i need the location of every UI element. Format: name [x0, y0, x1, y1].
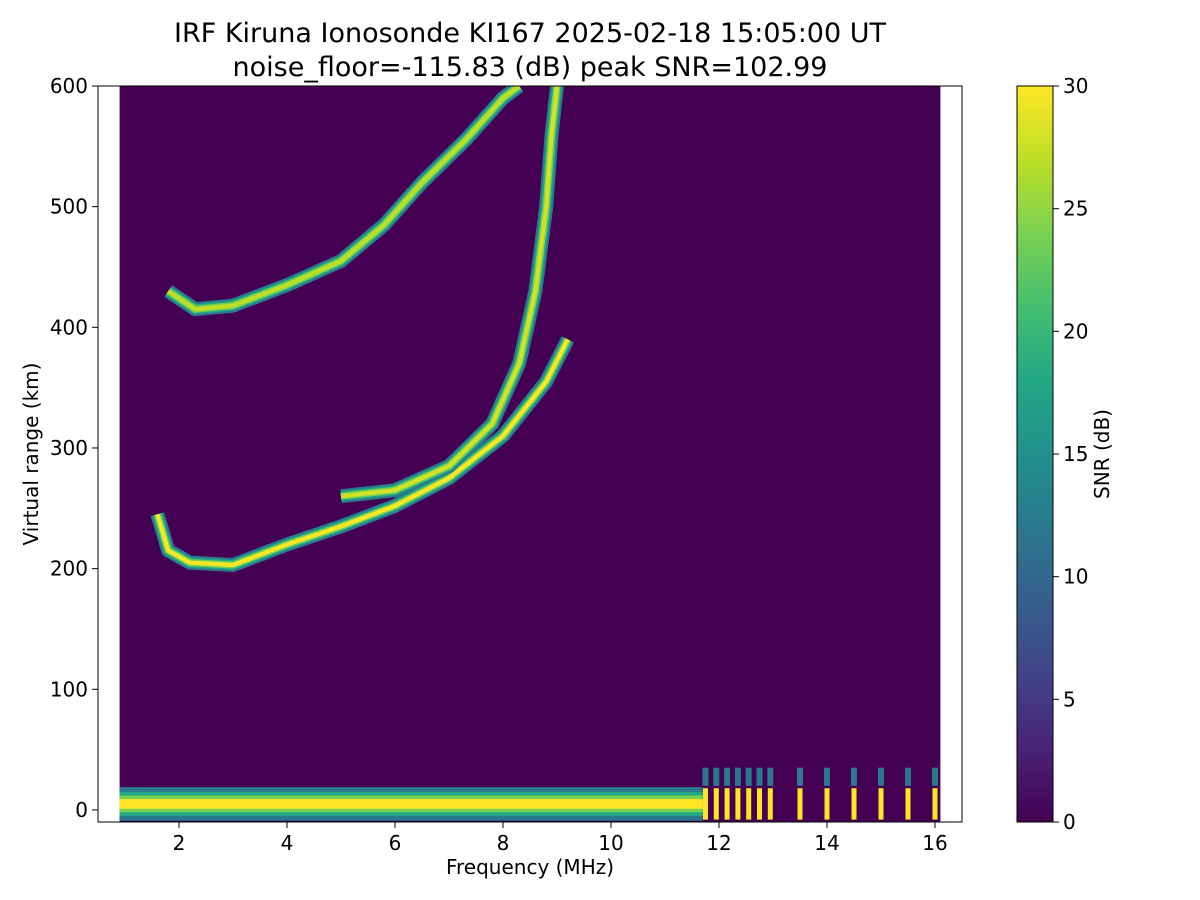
- spike-core-3: [735, 788, 741, 820]
- spike-3: [734, 767, 741, 786]
- spike-2: [724, 767, 731, 786]
- spike-core-2: [724, 788, 730, 820]
- x-axis-label: Frequency (MHz): [446, 855, 614, 879]
- colorbar-tick-label: 10: [1063, 565, 1088, 589]
- y-tick-label: 600: [50, 74, 88, 98]
- sounding-background: [119, 86, 941, 822]
- spike-core-9: [851, 788, 857, 820]
- y-tick-label: 0: [75, 798, 88, 822]
- y-tick-label: 300: [50, 436, 88, 460]
- chart-title: IRF Kiruna Ionosonde KI167 2025-02-18 15…: [173, 18, 887, 49]
- y-axis-label: Virtual range (km): [19, 363, 43, 546]
- colorbar-tick-label: 30: [1063, 74, 1088, 98]
- spike-12: [932, 767, 938, 786]
- spike-core-1: [713, 788, 719, 820]
- spike-core-11: [905, 788, 911, 820]
- spike-core-4: [746, 788, 752, 820]
- spike-5: [756, 767, 763, 786]
- spike-core-6: [767, 788, 773, 820]
- colorbar-label: SNR (dB): [1090, 409, 1114, 499]
- y-tick-label: 500: [50, 195, 88, 219]
- x-tick-label: 14: [814, 831, 839, 855]
- colorbar-tick-label: 15: [1063, 442, 1088, 466]
- spike-core-8: [824, 788, 830, 820]
- echo-trace-1: [340, 86, 564, 504]
- x-tick-label: 12: [706, 831, 731, 855]
- spike-9: [851, 767, 857, 786]
- spike-1: [713, 767, 720, 786]
- x-tick-label: 6: [389, 831, 402, 855]
- spike-core-7: [797, 788, 803, 820]
- x-tick-label: 10: [598, 831, 623, 855]
- x-tick-label: 16: [922, 831, 947, 855]
- colorbar-tick-label: 0: [1063, 810, 1076, 834]
- spike-10: [878, 767, 884, 786]
- spike-7: [797, 767, 803, 786]
- spike-core-12: [932, 788, 938, 820]
- chart-subtitle: noise_floor=-115.83 (dB) peak SNR=102.99: [232, 52, 828, 83]
- echo-trace-0: [150, 336, 575, 572]
- spike-8: [824, 767, 830, 786]
- colorbar: [1016, 85, 1054, 823]
- x-tick-label: 4: [281, 831, 294, 855]
- spike-core-10: [878, 788, 884, 820]
- spike-4: [745, 767, 752, 786]
- colorbar-tick-label: 5: [1063, 687, 1076, 711]
- y-tick-label: 200: [50, 557, 88, 581]
- y-tick-label: 100: [50, 677, 88, 701]
- x-tick-label: 2: [173, 831, 186, 855]
- spike-0: [702, 767, 709, 786]
- spike-11: [905, 767, 911, 786]
- spike-core-5: [757, 788, 762, 820]
- y-tick-label: 400: [50, 315, 88, 339]
- spike-6: [767, 767, 774, 786]
- spike-core-0: [703, 788, 708, 820]
- x-tick-label: 8: [497, 831, 510, 855]
- echo-trace-2: [164, 86, 524, 317]
- colorbar-tick-label: 20: [1063, 319, 1088, 343]
- colorbar-tick-label: 25: [1063, 197, 1088, 221]
